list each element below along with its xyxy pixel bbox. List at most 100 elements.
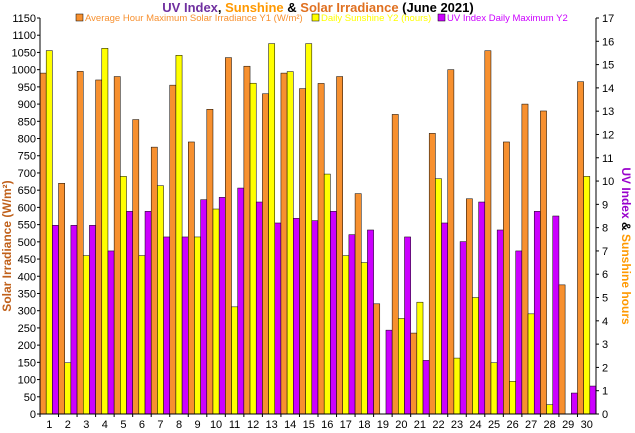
chart-title: UV Index, Sunshine & Solar Irradiance (J… — [162, 0, 473, 15]
bar-series-1-day-2 — [58, 183, 65, 415]
x-tick-label: 26 — [506, 419, 518, 431]
right-tick-label: 10 — [602, 176, 614, 188]
bar-series-1-day-13 — [262, 93, 269, 415]
right-axis-label-uv: UV Index — [619, 167, 633, 219]
bar-series-1-day-5 — [113, 76, 121, 415]
x-tick-label: 8 — [176, 419, 182, 431]
left-tick-label: 850 — [18, 116, 36, 128]
legend-label-series-1: Average Hour Maximum Solar Irradiance Y1… — [85, 13, 303, 24]
title-period: (June 2021) — [399, 0, 474, 15]
title-separator-1: , — [218, 0, 225, 15]
x-tick-label: 21 — [414, 419, 426, 431]
title-separator-2: & — [284, 0, 301, 15]
x-tick-label: 27 — [525, 419, 537, 431]
axes: 0501001502002503003504004505005506006507… — [12, 13, 615, 431]
title-solar-irradiance: Solar Irradiance — [300, 0, 398, 15]
bar-series-3-day-8 — [181, 236, 189, 415]
bar-series-3-day-2 — [70, 225, 78, 415]
left-tick-label: 300 — [18, 306, 36, 318]
bar-series-1-day-11 — [225, 57, 232, 415]
right-axis-label-sunshine: Sunshine hours — [619, 234, 633, 325]
legend-label-series-2: Daily Sunshine Y2 (hours) — [321, 13, 431, 24]
right-axis-label-separator: & — [619, 219, 633, 234]
bar-series-2-day-3 — [82, 255, 90, 415]
left-tick-label: 1000 — [12, 65, 36, 77]
bar-series-3-day-5 — [126, 211, 133, 415]
bar-series-3-day-22 — [441, 222, 448, 415]
left-tick-label: 50 — [24, 392, 36, 404]
right-tick-label: 6 — [602, 269, 608, 281]
right-tick-label: 17 — [602, 13, 614, 25]
x-tick-label: 20 — [395, 419, 407, 431]
bar-series-3-day-29 — [571, 392, 578, 415]
bar-series-3-day-9 — [200, 199, 208, 415]
right-tick-label: 0 — [602, 409, 608, 421]
x-tick-label: 29 — [562, 419, 574, 431]
bar-series-2-day-1 — [45, 50, 53, 415]
left-tick-label: 650 — [18, 185, 36, 197]
left-tick-label: 950 — [18, 82, 36, 94]
x-tick-label: 2 — [65, 419, 71, 431]
left-tick-label: 200 — [18, 340, 36, 352]
bar-series-2-day-16 — [323, 173, 331, 415]
left-tick-label: 400 — [18, 271, 36, 283]
bar-series-1-day-19 — [373, 303, 381, 415]
left-tick-label: 250 — [18, 323, 36, 335]
right-tick-label: 7 — [602, 246, 608, 258]
left-tick-label: 700 — [18, 168, 36, 180]
bar-series-2-day-18 — [360, 262, 368, 415]
right-tick-label: 1 — [602, 386, 608, 398]
bar-series-1-day-1 — [39, 72, 47, 415]
x-tick-label: 18 — [358, 419, 370, 431]
bar-series-3-day-27 — [533, 211, 541, 415]
legend-swatch-series-2 — [311, 13, 320, 22]
bar-series-1-day-29 — [558, 284, 566, 415]
right-tick-label: 11 — [602, 153, 613, 165]
x-tick-label: 13 — [266, 419, 278, 431]
left-tick-label: 1050 — [12, 47, 36, 59]
x-tick-label: 7 — [157, 419, 163, 431]
bar-series-3-day-1 — [52, 225, 59, 415]
x-tick-label: 15 — [303, 419, 315, 431]
bar-series-2-day-27 — [527, 313, 535, 415]
title-sunshine: Sunshine — [225, 0, 284, 15]
legend-label-series-3: UV Index Daily Maximum Y2 — [447, 13, 568, 24]
left-tick-label: 900 — [18, 99, 36, 111]
bar-series-3-day-17 — [348, 234, 356, 415]
bar-series-1-day-10 — [206, 109, 214, 415]
bar-series-1-day-22 — [428, 133, 436, 415]
title-uv-index: UV Index — [162, 0, 218, 15]
bar-series-3-day-11 — [237, 187, 245, 415]
right-tick-label: 13 — [602, 106, 614, 118]
bar-series-1-day-15 — [299, 88, 306, 415]
bar-series-3-day-16 — [330, 211, 337, 415]
bar-series-2-day-20 — [398, 318, 405, 415]
x-tick-label: 3 — [83, 419, 89, 431]
bar-series-3-day-20 — [404, 236, 411, 415]
bar-series-1-day-8 — [169, 84, 177, 415]
bar-series-2-day-25 — [490, 362, 498, 415]
bar-series-1-day-27 — [521, 103, 529, 415]
x-tick-label: 17 — [340, 419, 352, 431]
left-tick-label: 550 — [18, 220, 36, 232]
bar-series-3-day-21 — [422, 360, 430, 415]
bar-series-2-day-15 — [305, 43, 313, 415]
right-tick-label: 2 — [602, 362, 608, 374]
bar-series-2-day-12 — [249, 82, 257, 415]
bar-series-1-day-25 — [484, 50, 492, 415]
bar-series-3-day-4 — [107, 250, 115, 415]
right-tick-label: 9 — [602, 199, 608, 211]
x-tick-label: 10 — [210, 419, 222, 431]
x-tick-label: 22 — [432, 419, 444, 431]
bars — [39, 43, 597, 415]
bar-series-1-day-6 — [132, 119, 140, 415]
bar-series-2-day-24 — [472, 297, 479, 415]
right-tick-label: 8 — [602, 223, 608, 235]
bar-series-3-day-12 — [255, 201, 263, 415]
bar-series-2-day-26 — [509, 381, 516, 415]
bar-series-1-day-9 — [188, 141, 195, 415]
x-tick-label: 12 — [247, 419, 259, 431]
x-tick-label: 19 — [377, 419, 389, 431]
right-tick-label: 3 — [602, 339, 608, 351]
x-tick-label: 23 — [451, 419, 463, 431]
